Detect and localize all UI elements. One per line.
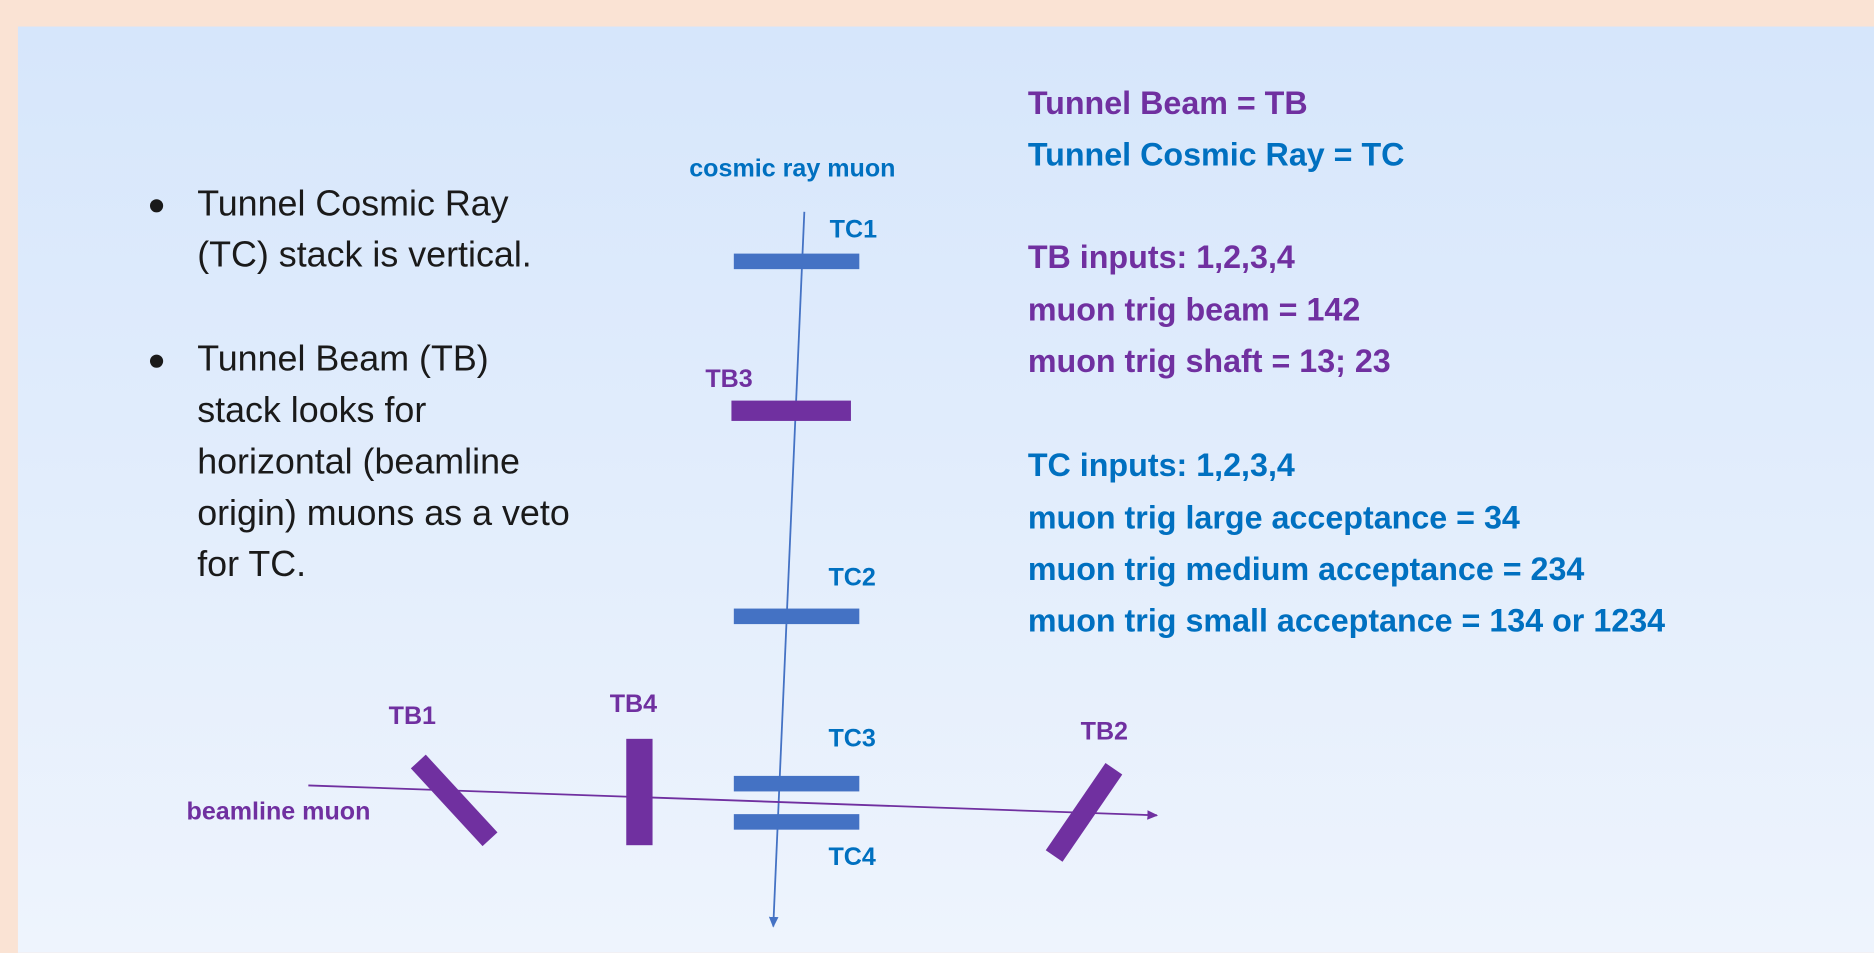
bullet-text: for TC. (197, 544, 306, 584)
panel (17, 26, 1874, 953)
tc2-bar (733, 608, 860, 625)
bullet-text: horizontal (beamline (197, 441, 520, 481)
tb3-label: TB3 (705, 365, 752, 393)
bullet-text: Tunnel Beam (TB) (197, 339, 489, 379)
tc2-label: TC2 (828, 563, 875, 591)
bullet-list: Tunnel Cosmic Ray (TC) stack is vertical.… (149, 183, 570, 584)
tb2-label: TB2 (1081, 717, 1128, 745)
tc-line: muon trig medium acceptance = 234 (1028, 551, 1585, 587)
tb1-bar (410, 754, 498, 847)
beam-label: beamline muon (187, 798, 371, 826)
tb-line: muon trig shaft = 13; 23 (1028, 343, 1391, 379)
tc1-bar (733, 253, 860, 270)
definition: Tunnel Cosmic Ray = TC (1028, 136, 1405, 172)
cosmic-label: cosmic ray muon (689, 155, 895, 183)
bullet-dot (149, 354, 164, 368)
tb4-bar (626, 738, 653, 846)
tc4-bar (733, 814, 860, 830)
tc-line: TC inputs: 1,2,3,4 (1028, 447, 1295, 483)
tc3-label: TC3 (828, 725, 875, 753)
tc-line: muon trig small acceptance = 134 or 1234 (1028, 602, 1665, 638)
cosmic-track (768, 211, 806, 928)
definition: Tunnel Beam = TB (1028, 85, 1308, 121)
tb-line: muon trig beam = 142 (1028, 292, 1360, 328)
tb4-label: TB4 (610, 690, 657, 718)
bullet-text: stack looks for (197, 390, 426, 430)
bullet-dot (149, 199, 164, 213)
bullet-text: (TC) stack is vertical. (197, 235, 532, 275)
tb-line: TB inputs: 1,2,3,4 (1028, 239, 1295, 275)
tc-line: muon trig large acceptance = 34 (1028, 500, 1520, 536)
tc1-label: TC1 (830, 216, 877, 244)
tb1-label: TB1 (389, 702, 436, 730)
tc4-label: TC4 (828, 843, 875, 871)
tb3-bar (731, 400, 851, 421)
tc3-bar (733, 775, 860, 792)
bullet-text: Tunnel Cosmic Ray (197, 183, 508, 223)
tb2-bar (1045, 762, 1123, 862)
bullet-text: origin) muons as a veto (197, 493, 570, 533)
